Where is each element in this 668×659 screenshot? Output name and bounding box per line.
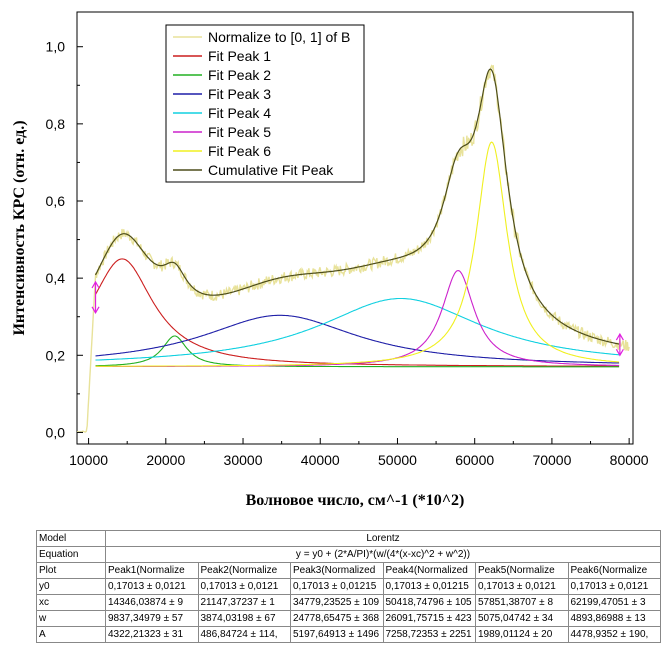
table-cell: 14346,03874 ± 9 <box>105 594 199 611</box>
y-tick-label: 0,2 <box>46 347 66 363</box>
y-axis: 0,0 0,2 0,4 0,6 0,8 1,0 <box>46 39 83 440</box>
x-tick-label: 30000 <box>224 452 263 468</box>
legend-entry: Fit Peak 6 <box>173 143 271 159</box>
legend-entry: Fit Peak 1 <box>173 48 271 64</box>
table-cell: 62199,47051 ± 3 <box>567 594 661 611</box>
legend-label: Cumulative Fit Peak <box>208 162 334 178</box>
fit-range-marker-2[interactable] <box>615 332 624 357</box>
table-cell: Peak5(Normalize <box>475 562 569 579</box>
plot-frame <box>76 11 634 445</box>
table-cell: 486,84724 ± 114, <box>197 626 291 643</box>
table-cell: Peak4(Normalized <box>382 562 476 579</box>
table-cell: 24778,65475 ± 368 <box>290 610 384 627</box>
row-header: Equation <box>36 546 106 563</box>
legend-entry: Fit Peak 3 <box>173 86 271 102</box>
table-cell: 0,17013 ± 0,0121 <box>197 578 291 595</box>
fit-parameters-table: Model Lorentz Equation y = y0 + (2*A/PI)*(w… <box>36 530 661 643</box>
table-row: Plot Peak1(Normalize Peak2(Normalize Peak3(… <box>36 562 661 579</box>
x-tick-label: 20000 <box>146 452 185 468</box>
table-cell: 0,17013 ± 0,0121 <box>105 578 199 595</box>
series-fit-peak-4 <box>95 297 620 361</box>
x-axis: 10000 20000 30000 40000 50000 60000 70000 80000 <box>69 438 649 468</box>
table-cell: 5197,64913 ± 1496 <box>290 626 384 643</box>
table-cell: Peak3(Normalized <box>290 562 384 579</box>
table-cell: 4322,21323 ± 31 <box>105 626 199 643</box>
spectrum-chart: 10000 20000 30000 40000 50000 60000 70000 80000… <box>11 11 649 509</box>
series-fit-peak-2 <box>95 335 620 368</box>
y-tick-label: 0,6 <box>46 193 66 209</box>
row-header: Model <box>36 530 106 547</box>
legend-entry: Fit Peak 4 <box>173 105 271 121</box>
legend-label: Fit Peak 4 <box>208 105 271 121</box>
y-tick-label: 0,0 <box>46 424 66 440</box>
x-tick-label: 10000 <box>69 452 108 468</box>
table-cell: 34779,23525 ± 109 <box>290 594 384 611</box>
x-axis-title: Волновое число, см^-1 (*10^2) <box>246 492 465 509</box>
table-row: w 9837,34979 ± 57 3874,03198 ± 67 24778,654… <box>36 610 661 627</box>
fit-table-body: Model Lorentz Equation y = y0 + (2*A/PI)*(w… <box>36 530 661 643</box>
x-tick-label: 50000 <box>378 452 417 468</box>
fit-range-markers <box>91 280 624 357</box>
legend-box <box>165 24 365 183</box>
x-tick-label: 60000 <box>455 452 494 468</box>
table-cell: Lorentz <box>105 530 661 547</box>
x-tick-label: 40000 <box>301 452 340 468</box>
table-cell: 0,17013 ± 0,01215 <box>290 578 384 595</box>
fit-range-marker-1[interactable] <box>91 280 100 315</box>
table-cell: 0,17013 ± 0,01215 <box>382 578 476 595</box>
table-cell: 4478,9352 ± 190, <box>567 626 661 643</box>
series-fit-peak-5 <box>95 270 620 368</box>
table-cell: 1989,01124 ± 20 <box>475 626 569 643</box>
table-cell: 7258,72353 ± 2251 <box>382 626 476 643</box>
table-cell: y = y0 + (2*A/PI)*(w/(4*(x-xc)^2 + w^2)) <box>105 546 661 563</box>
row-header: Plot <box>36 562 106 579</box>
row-header: y0 <box>36 578 106 595</box>
table-cell: 50418,74796 ± 105 <box>382 594 476 611</box>
legend-entry: Cumulative Fit Peak <box>173 162 334 178</box>
y-tick-label: 1,0 <box>46 39 66 55</box>
table-cell: 0,17013 ± 0,0121 <box>567 578 661 595</box>
legend-label: Fit Peak 3 <box>208 86 271 102</box>
legend-label: Fit Peak 5 <box>208 124 271 140</box>
table-cell: 4893,86988 ± 13 <box>567 610 661 627</box>
legend-label: Normalize to [0, 1] of B <box>208 29 350 45</box>
row-header: w <box>36 610 106 627</box>
legend-entry: Normalize to [0, 1] of B <box>173 29 350 45</box>
x-tick-label: 80000 <box>610 452 649 468</box>
table-cell: 21147,37237 ± 1 <box>197 594 291 611</box>
table-row: xc 14346,03874 ± 9 21147,37237 ± 1 34779,23… <box>36 594 661 611</box>
row-header: A <box>36 626 106 643</box>
legend-label: Fit Peak 2 <box>208 67 271 83</box>
series-fit-peak-1 <box>95 258 620 367</box>
table-cell: 0,17013 ± 0,0121 <box>475 578 569 595</box>
y-tick-label: 0,8 <box>46 116 66 132</box>
y-tick-label: 0,4 <box>46 270 66 286</box>
y-axis-title: Интенсивность КРС (отн. ед.) <box>11 120 28 335</box>
row-header: xc <box>36 594 106 611</box>
series-layer <box>76 64 630 434</box>
table-cell: Peak1(Normalize <box>105 562 199 579</box>
table-row: Equation y = y0 + (2*A/PI)*(w/(4*(x-xc)^2… <box>36 546 661 563</box>
table-row: y0 0,17013 ± 0,0121 0,17013 ± 0,0121 0,1701… <box>36 578 661 595</box>
table-cell: 5075,04742 ± 34 <box>475 610 569 627</box>
table-cell: 26091,75715 ± 423 <box>382 610 476 627</box>
series-fit-peak-6 <box>95 141 620 367</box>
table-cell: Peak2(Normalize <box>197 562 291 579</box>
table-cell: 3874,03198 ± 67 <box>197 610 291 627</box>
legend-entry: Fit Peak 2 <box>173 67 271 83</box>
legend: Normalize to [0, 1] of B Fit Peak 1 Fit Pe… <box>165 24 365 183</box>
legend-label: Fit Peak 6 <box>208 143 271 159</box>
x-tick-label: 70000 <box>532 452 571 468</box>
table-row: Model Lorentz <box>36 530 661 547</box>
series-cumulative-fit-peak <box>94 68 620 345</box>
legend-entry: Fit Peak 5 <box>173 124 271 140</box>
table-cell: Peak6(Normalize <box>567 562 661 579</box>
table-row: A 4322,21323 ± 31 486,84724 ± 114, 5197,649… <box>36 626 661 643</box>
table-cell: 9837,34979 ± 57 <box>105 610 199 627</box>
table-cell: 57851,38707 ± 8 <box>475 594 569 611</box>
legend-label: Fit Peak 1 <box>208 48 271 64</box>
